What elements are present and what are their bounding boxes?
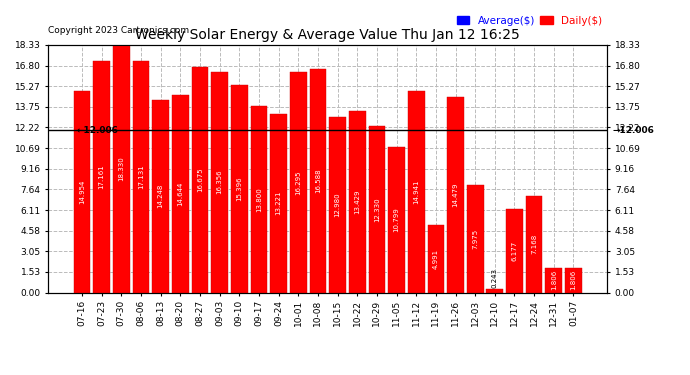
Bar [447, 97, 464, 292]
Text: 13.221: 13.221 [275, 191, 282, 216]
Bar [526, 196, 542, 292]
Bar [428, 225, 444, 292]
Bar [486, 289, 503, 292]
Bar [74, 91, 90, 292]
Bar [172, 95, 188, 292]
Text: 7.975: 7.975 [472, 229, 478, 249]
Bar [250, 106, 267, 292]
Text: 13.800: 13.800 [256, 187, 262, 212]
Text: 14.248: 14.248 [158, 184, 164, 209]
Bar [310, 69, 326, 292]
Bar [565, 268, 582, 292]
Text: 14.954: 14.954 [79, 179, 85, 204]
Text: 17.131: 17.131 [138, 165, 144, 189]
Bar [329, 117, 346, 292]
Bar [368, 126, 385, 292]
Bar [408, 91, 424, 292]
Text: 1.806: 1.806 [551, 270, 557, 290]
Bar [467, 185, 484, 292]
Bar [93, 61, 110, 292]
Text: 12.980: 12.980 [335, 192, 341, 217]
Text: 16.588: 16.588 [315, 168, 321, 193]
Bar [290, 72, 306, 292]
Bar [270, 114, 287, 292]
Text: 16.675: 16.675 [197, 168, 203, 192]
Text: →12.006: →12.006 [613, 126, 655, 135]
Text: 13.429: 13.429 [354, 190, 360, 214]
Text: 10.799: 10.799 [393, 207, 400, 232]
Legend: Average($), Daily($): Average($), Daily($) [457, 15, 602, 26]
Text: 1.806: 1.806 [571, 270, 576, 290]
Bar [388, 147, 405, 292]
Title: Weekly Solar Energy & Average Value Thu Jan 12 16:25: Weekly Solar Energy & Average Value Thu … [135, 28, 520, 42]
Text: 4.991: 4.991 [433, 249, 439, 269]
Text: 16.356: 16.356 [217, 170, 223, 194]
Bar [192, 68, 208, 292]
Bar [545, 268, 562, 292]
Text: 14.941: 14.941 [413, 179, 420, 204]
Text: 14.644: 14.644 [177, 182, 184, 206]
Text: 16.295: 16.295 [295, 170, 302, 195]
Bar [349, 111, 366, 292]
Bar [211, 72, 228, 292]
Text: 12.330: 12.330 [374, 197, 380, 222]
Bar [132, 61, 149, 292]
Text: Copyright 2023 Cartronics.com: Copyright 2023 Cartronics.com [48, 26, 190, 35]
Text: 14.479: 14.479 [453, 183, 459, 207]
Bar [231, 85, 248, 292]
Bar [113, 45, 130, 292]
Text: ←12.006: ←12.006 [76, 126, 118, 135]
Bar [152, 100, 169, 292]
Bar [506, 209, 523, 292]
Text: 0.243: 0.243 [492, 268, 497, 288]
Text: 6.177: 6.177 [511, 241, 518, 261]
Text: 18.330: 18.330 [119, 156, 124, 181]
Text: 17.161: 17.161 [99, 164, 105, 189]
Text: 7.168: 7.168 [531, 234, 537, 254]
Text: 15.396: 15.396 [236, 176, 242, 201]
